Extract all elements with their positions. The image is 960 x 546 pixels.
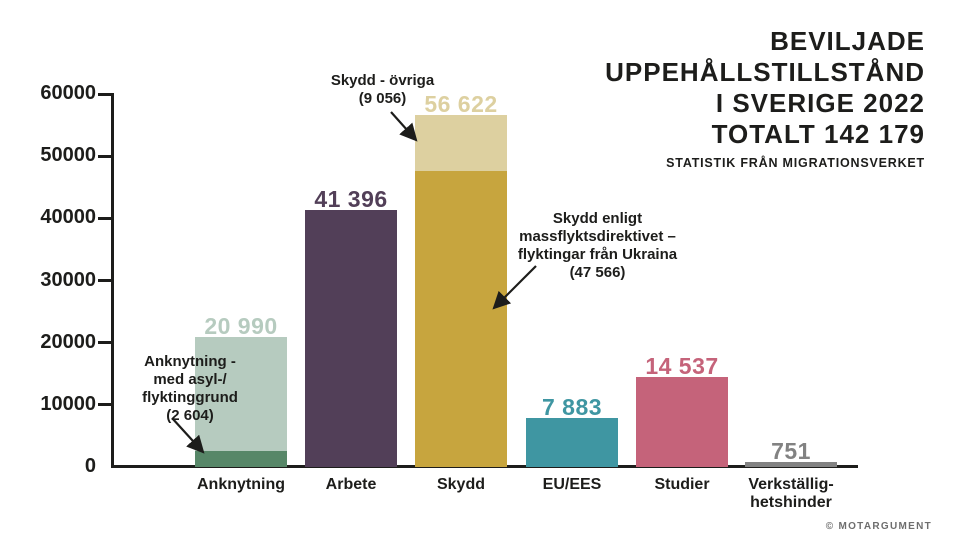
bar-studier bbox=[636, 376, 728, 467]
category-label-line: EU/EES bbox=[542, 476, 602, 493]
title-block: BEVILJADE UPPEHÅLLSTILLSTÅND I SVERIGE 2… bbox=[605, 26, 925, 170]
source-subtitle: STATISTIK FRÅN MIGRATIONSVERKET bbox=[666, 156, 925, 170]
annotation-line: flyktinggrund bbox=[142, 389, 238, 406]
bar-segment-anknytning bbox=[195, 450, 287, 467]
annotation-line: Anknytning - bbox=[144, 353, 236, 370]
category-label-line: Anknytning bbox=[197, 476, 285, 493]
annotation-line: (9 056) bbox=[358, 90, 407, 107]
bar-eu-ees bbox=[526, 418, 618, 467]
bar-arbete bbox=[305, 209, 397, 467]
value-label-eu-ees: 7 883 bbox=[541, 394, 603, 420]
annotation-line: massflyktsdirektivet – bbox=[519, 228, 676, 245]
bar-skydd bbox=[415, 115, 507, 467]
y-tick-label-10000: 10000 bbox=[40, 392, 96, 415]
annotation-line: (47 566) bbox=[569, 264, 626, 281]
value-label-skydd: 56 622 bbox=[424, 91, 498, 117]
category-label-studier: Studier bbox=[612, 476, 752, 494]
annotation-line: flyktingar från Ukraina bbox=[517, 246, 678, 263]
title-line-4: TOTALT 142 179 bbox=[711, 119, 925, 149]
category-label-line: Skydd bbox=[436, 476, 485, 493]
y-tick-label-40000: 40000 bbox=[40, 206, 96, 229]
y-tick-mark-60000 bbox=[98, 92, 113, 96]
y-tick-label-0: 0 bbox=[84, 455, 96, 477]
value-label-studier: 14 537 bbox=[645, 352, 719, 379]
category-label-line: Arbete bbox=[325, 476, 377, 493]
annotation-line: Skydd - övriga bbox=[330, 72, 435, 89]
title-line-3: I SVERIGE 2022 bbox=[715, 88, 925, 118]
category-label-verkst-llig-hetshinder: Verkställig-hetshinder bbox=[721, 476, 861, 512]
annotation-skydd-ovriga: Skydd - övriga (9 056) bbox=[300, 72, 465, 108]
y-tick-label-50000: 50000 bbox=[40, 144, 96, 167]
annotation-line: Skydd enligt bbox=[552, 210, 643, 227]
y-tick-label-20000: 20000 bbox=[40, 330, 96, 353]
title-line-2: UPPEHÅLLSTILLSTÅND bbox=[605, 57, 925, 87]
bar-verkst-llig-hetshinder bbox=[745, 462, 837, 467]
value-label-anknytning: 20 990 bbox=[204, 312, 278, 339]
title-line-1: BEVILJADE bbox=[770, 26, 925, 56]
value-label-verkst-llig-hetshinder: 751 bbox=[771, 438, 811, 465]
y-tick-mark-40000 bbox=[98, 216, 113, 220]
y-tick-mark-50000 bbox=[98, 154, 113, 158]
bar-segment-skydd bbox=[415, 171, 507, 467]
annotation-anknytning-asyl: Anknytning - med asyl-/flyktinggrund (2 60… bbox=[112, 353, 268, 425]
y-tick-label-30000: 30000 bbox=[40, 268, 96, 291]
category-label-line: hetshinder bbox=[750, 494, 832, 511]
credit-text: © MOTARGUMENT bbox=[825, 521, 932, 532]
bar-anknytning bbox=[195, 336, 287, 467]
category-label-anknytning: Anknytning bbox=[171, 476, 311, 494]
annotation-line: med asyl-/ bbox=[153, 371, 227, 388]
y-tick-label-60000: 60000 bbox=[40, 82, 96, 104]
category-label-eu-ees: EU/EES bbox=[502, 476, 642, 494]
y-tick-mark-30000 bbox=[98, 279, 113, 282]
value-label-arbete: 41 396 bbox=[314, 185, 388, 212]
y-tick-mark-10000 bbox=[98, 403, 113, 407]
category-label-line: Studier bbox=[654, 476, 710, 493]
y-tick-mark-20000 bbox=[98, 341, 113, 345]
annotation-line: (2 604) bbox=[166, 407, 214, 424]
category-label-skydd: Skydd bbox=[391, 476, 531, 494]
category-label-arbete: Arbete bbox=[281, 476, 421, 494]
annotation-skydd-ukraina: Skydd enligt massflyktsdirektivet – flykti… bbox=[495, 210, 700, 282]
category-label-line: Verkställig- bbox=[748, 476, 834, 493]
